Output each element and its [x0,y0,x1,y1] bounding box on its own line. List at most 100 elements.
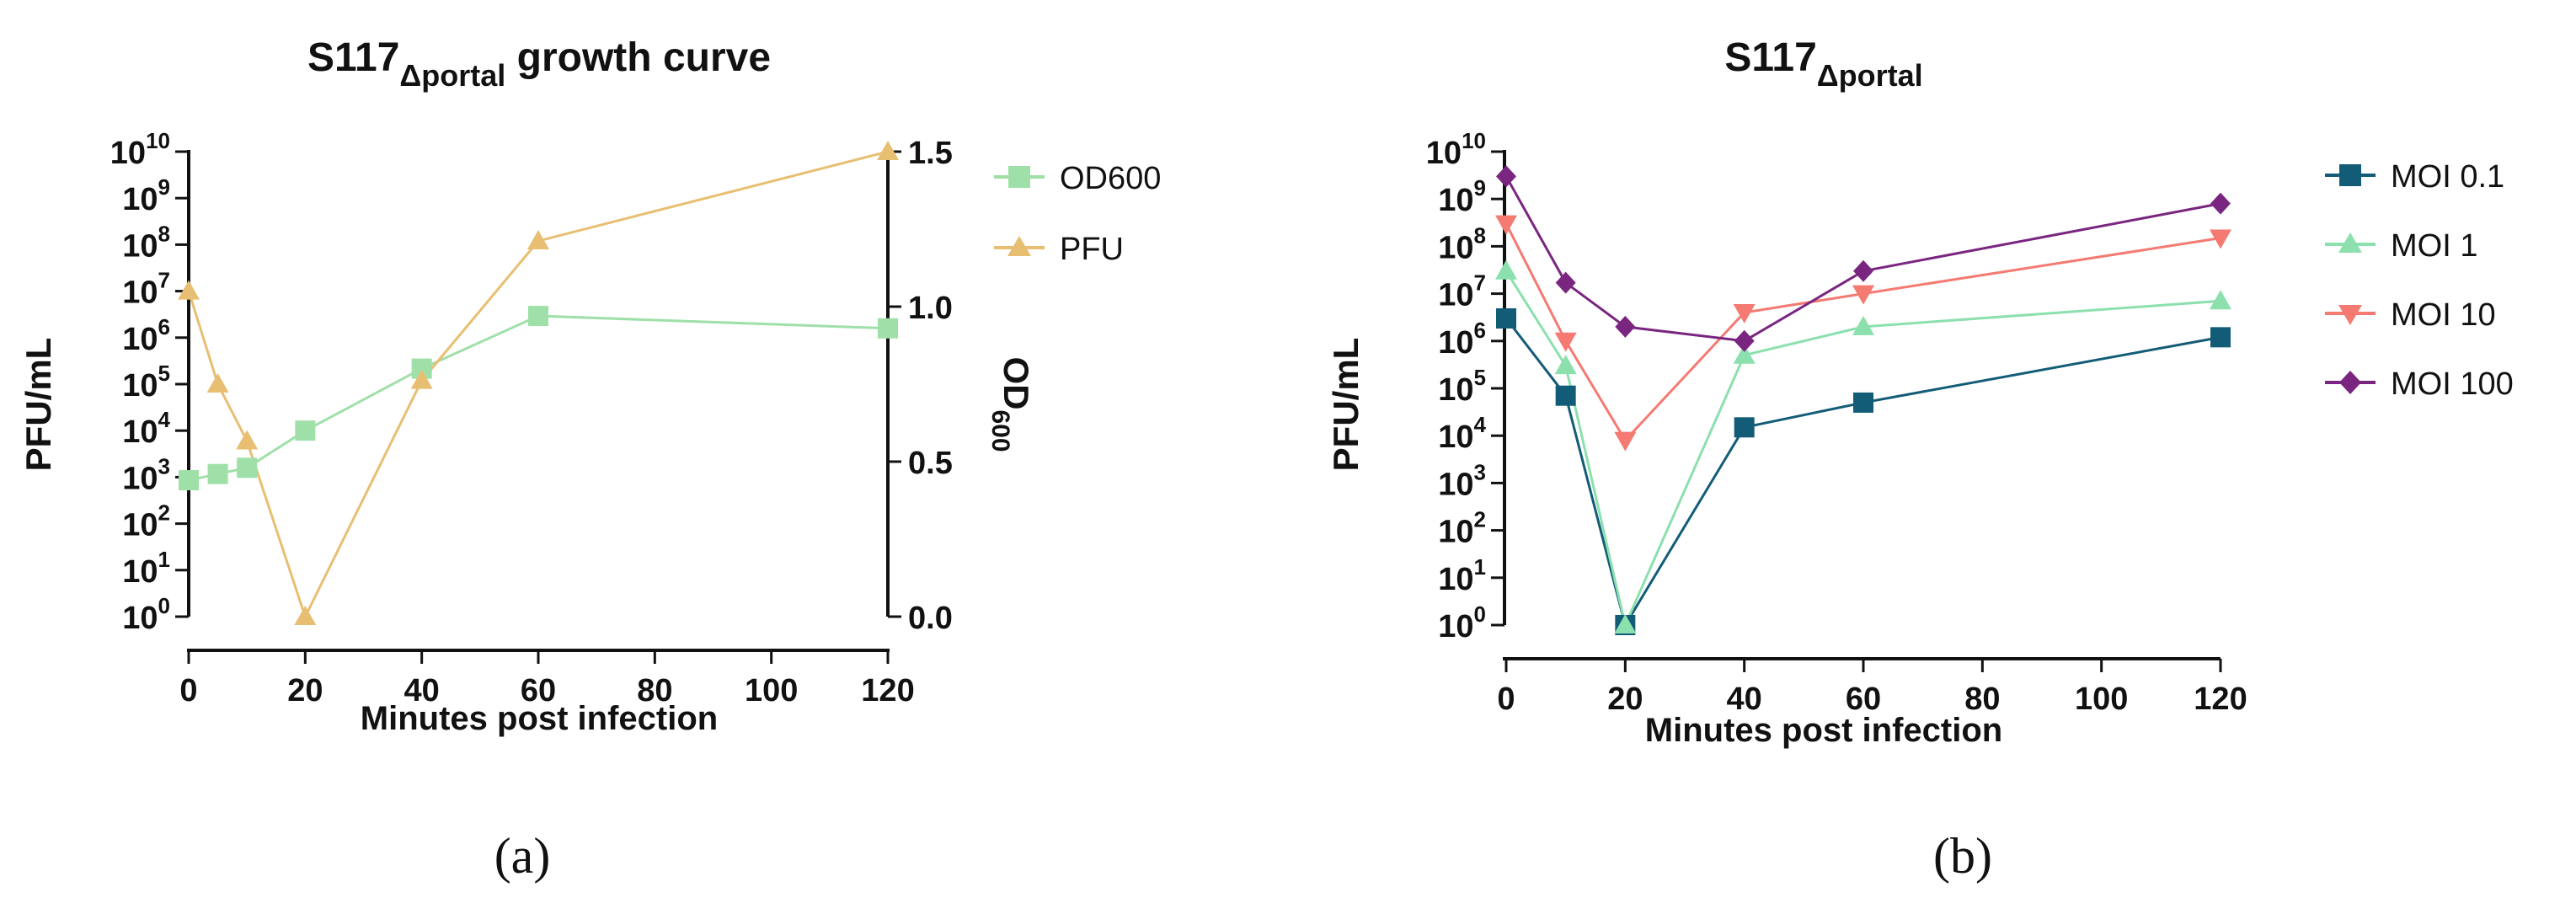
panel-b-label: (b) [1933,828,1992,884]
panel-a-y-tick-label: 109 [122,174,170,217]
panel-a-y2-tick-label: 1.0 [908,291,953,326]
data-point-moi-100 [1496,165,1516,188]
panel-b-y-tick-label: 103 [1438,459,1486,502]
panel-b-x-tick-label: 0 [1497,682,1515,717]
panel-a-y-tick-label: 108 [122,221,170,264]
data-point-moi-100 [1734,329,1755,352]
panel-b-x-tick-label: 20 [1607,682,1643,717]
legend-marker-od600 [1008,166,1030,188]
panel-a-y-tick-label: 100 [122,593,170,636]
panel-a-y-tick-label: 101 [122,547,170,590]
series-line-moi-10 [1504,222,2221,443]
panel-b-y-tick-label: 101 [1438,554,1486,597]
data-point-pfu [527,230,549,250]
data-point-od600 [878,318,898,339]
panel-b-x-tick-label: 80 [1964,682,2000,717]
panel-a-y-tick-label: 103 [122,453,170,496]
panel-a-y2-tick-label: 0.0 [908,601,953,636]
panel-a-x-tick-label: 80 [637,673,672,708]
panel-a-legend: OD600 PFU [994,161,1161,267]
data-point-od600 [295,420,316,441]
legend-item-moi-1: MOI 1 [2325,228,2477,264]
panel-a-y-tick-label: 104 [122,407,170,450]
series-line-moi-100 [1504,175,2221,343]
panel-b-y-tick-label: 1010 [1426,128,1486,171]
legend-item-moi-100: MOI 100 [2325,366,2514,402]
panel-b-y-tick-label: 109 [1438,175,1486,218]
panel-a-x-tick-label: 60 [521,673,556,708]
data-point-moi-10 [1614,431,1637,452]
panel-a-x-tick-label: 40 [404,673,440,708]
legend-item-pfu: PFU [994,232,1124,267]
panel-a-y-axis-label: PFU/mL [19,338,58,472]
panel-a: S117Δportal growth curve PFU/mL OD600 Mi… [19,35,1161,884]
panel-a-x-ticks: 0 20 40 60 80 100 120 [179,650,915,708]
panel-a-title: S117Δportal growth curve [307,35,771,93]
panel-b-y-tick-label: 108 [1438,222,1486,265]
legend-marker-pfu [1007,236,1031,256]
legend-item-moi-0-1: MOI 0.1 [2325,159,2504,195]
panel-a-y2-tick-label: 0.5 [908,446,953,481]
data-point-moi-10 [2210,229,2231,249]
panel-a-y-tick-label: 102 [122,500,170,543]
data-point-pfu [178,280,200,300]
legend-label-moi-1: MOI 1 [2391,228,2477,264]
legend-marker-moi-0-1 [2339,164,2361,186]
data-point-moi-1 [1495,259,1517,280]
data-point-moi-0-1 [1853,392,1873,413]
data-point-moi-10 [1495,215,1517,235]
data-point-pfu [877,141,899,160]
panel-b-y-tick-label: 102 [1438,507,1486,550]
data-point-moi-10 [1733,303,1756,323]
data-point-od600 [179,470,199,491]
panel-b-y-tick-label: 105 [1438,365,1486,408]
legend-marker-moi-10 [2338,305,2362,325]
panel-b-y-tick-label: 100 [1438,601,1486,644]
data-point-moi-10 [1852,285,1874,305]
legend-item-moi-10: MOI 10 [2325,297,2496,333]
data-point-pfu [410,369,433,389]
panel-a-y-tick-label: 105 [122,361,170,404]
data-point-moi-1 [1614,614,1637,633]
panel-b-x-tick-label: 100 [2075,682,2128,717]
data-point-moi-1 [1554,355,1577,375]
panel-a-plot-area [178,141,899,625]
data-point-moi-0-1 [2210,327,2231,348]
panel-a-y-tick-label: 106 [122,314,170,357]
data-point-moi-100 [2210,192,2231,215]
panel-a-y2-ticks: 0.0 0.5 1.0 1.5 [888,136,953,636]
panel-b: S117Δportal PFU/mL Minutes post infectio… [1326,35,2514,884]
panel-a-y2-axis-label: OD600 [986,356,1036,452]
panel-b-y-axis-label: PFU/mL [1326,338,1365,472]
panel-a-y2-tick-label: 1.5 [908,136,953,171]
panel-b-x-tick-label: 60 [1846,682,1881,717]
panel-a-x-tick-label: 20 [287,673,323,708]
panel-a-x-tick-label: 0 [179,673,197,708]
panel-a-x-tick-label: 120 [861,673,914,708]
data-point-moi-1 [2210,290,2231,310]
data-point-moi-0-1 [1555,385,1576,406]
data-point-od600 [207,463,228,484]
data-point-moi-0-1 [1496,307,1516,329]
panel-a-label: (a) [494,828,551,884]
panel-b-x-axis-label: Minutes post infection [1645,712,2002,749]
data-point-moi-1 [1733,344,1756,364]
panel-b-x-tick-label: 120 [2194,682,2247,717]
panel-b-x-tick-label: 40 [1727,682,1762,717]
data-point-od600 [411,358,432,379]
panel-b-y-tick-label: 106 [1438,318,1486,361]
data-point-od600 [528,306,548,327]
panel-b-x-ticks: 0 20 40 60 80 100 120 [1497,659,2247,717]
data-point-moi-1 [1852,315,1874,335]
panel-b-y-tick-label: 104 [1438,412,1486,455]
panel-b-title: S117Δportal [1724,35,1922,93]
legend-label-moi-10: MOI 10 [2391,297,2496,333]
data-point-moi-0-1 [1734,417,1755,438]
legend-label-pfu: PFU [1060,232,1124,267]
legend-marker-moi-100 [2339,371,2361,394]
data-point-od600 [237,457,258,478]
legend-marker-moi-1 [2338,233,2362,253]
panel-a-x-tick-label: 100 [745,673,798,708]
